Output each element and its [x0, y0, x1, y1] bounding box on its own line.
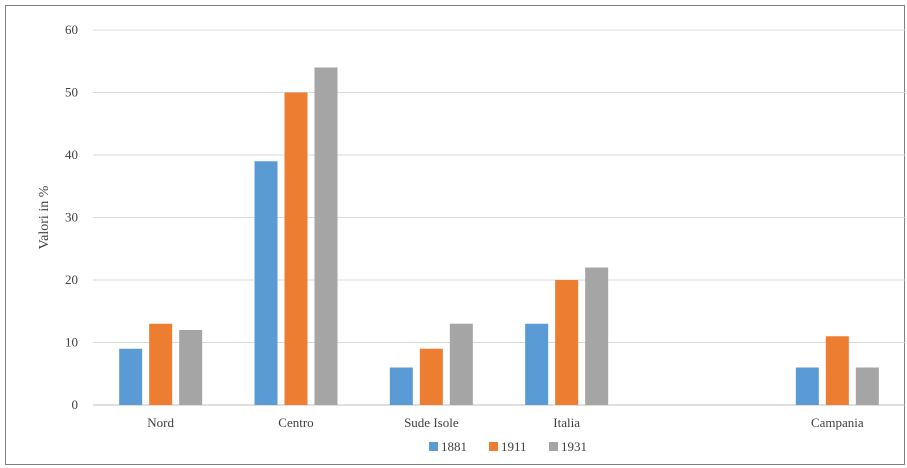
y-tick-label: 30	[65, 210, 78, 225]
bar-1911	[825, 336, 849, 405]
bar-1881	[795, 367, 819, 405]
y-axis-title: Valori in %	[37, 185, 52, 249]
y-tick-label: 20	[65, 272, 78, 287]
bar-1911	[419, 348, 443, 405]
bar-1881	[254, 161, 278, 405]
chart-frame: 0 10 20 30 40 50 60 Valori in % Nord Centro Sude I…	[5, 5, 905, 465]
x-tick-label: Italia	[553, 415, 580, 430]
x-tick-label: Sude Isole	[404, 415, 459, 430]
legend-swatch	[489, 442, 498, 451]
y-tick-label: 40	[65, 147, 78, 162]
y-tick-label: 60	[65, 22, 78, 37]
legend-swatch	[549, 442, 558, 451]
y-tick-label: 10	[65, 335, 78, 350]
legend-label: 1931	[561, 439, 587, 454]
bar-1931	[314, 67, 338, 405]
bar-chart: 0 10 20 30 40 50 60 Valori in % Nord Centro Sude I…	[37, 22, 905, 454]
x-tick-label: Campania	[811, 415, 864, 430]
legend-swatch	[429, 442, 438, 451]
bar-1931	[179, 330, 203, 405]
y-tick-label: 50	[65, 85, 78, 100]
bar-1911	[149, 323, 173, 405]
bar-1881	[525, 323, 549, 405]
y-tick-label: 0	[72, 397, 79, 412]
bar-1931	[585, 267, 609, 405]
bar-1911	[284, 92, 308, 405]
x-tick-label: Nord	[147, 415, 174, 430]
bar-1911	[555, 280, 579, 405]
bar-1881	[119, 348, 143, 405]
legend-label: 1911	[501, 439, 527, 454]
bar-1931	[449, 323, 473, 405]
bar-1881	[389, 367, 413, 405]
bar-1931	[855, 367, 879, 405]
x-tick-label: Centro	[278, 415, 313, 430]
legend-label: 1881	[441, 439, 467, 454]
